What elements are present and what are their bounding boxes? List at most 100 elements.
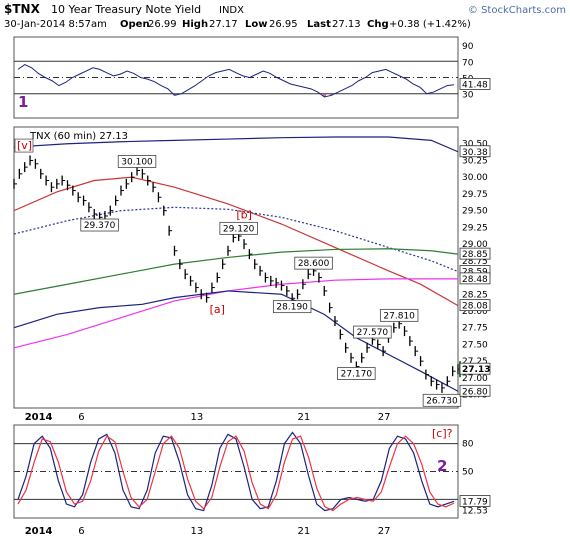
price-callout-box [379,308,419,322]
wave-label-1: 1 [18,93,28,111]
rsi-line [17,63,455,98]
chg-label: Chg [367,19,389,30]
price-tag-label: 28.08 [462,302,488,312]
price-tag-label: 30.38 [462,148,488,158]
price-tick-label: 28.00 [462,307,488,317]
price-tag-box [459,299,491,312]
wave-label-2: 2 [437,457,447,475]
stoch-tick-label: 80 [462,440,474,450]
stoch-last-tag: 17.79 [462,497,488,507]
chg-value: +0.38 (+1.42%) [389,19,471,30]
price-callout-label: 30.100 [121,157,153,167]
low-value: 26.95 [269,19,298,30]
price-tick-label: 27.50 [462,340,488,350]
low-label: Low [245,19,267,30]
rsi-last-tag-box [459,78,491,90]
x-tick-label: 13 [191,412,204,423]
moving-average-0 [13,136,459,153]
price-tag-box [459,145,491,158]
price-tag-box [459,247,491,260]
price-panel-title: TNX (60 min) 27.13 [29,131,128,142]
price-callout-box [422,393,462,407]
price-panel: TNX (60 min) 27.13[v] 30.100 29.370 29.120 [… [13,126,491,409]
rsi-panel: 9070503041.481 [13,36,491,119]
wave-label-c: [c]? [432,427,453,440]
price-callout-label: 29.370 [84,221,116,231]
chart-name: 10 Year Treasury Note Yield [51,3,201,16]
stochastic-line-1 [17,435,455,512]
price-callout-box [219,221,258,235]
price-callout-label: 28.600 [298,259,330,269]
x-tick-label: 21 [298,412,311,423]
rsi-tick-label: 90 [462,42,474,52]
stockcharts-watermark: © StockCharts.com [468,5,566,16]
price-tag-box [459,384,491,397]
price-callout-box [294,256,333,270]
rsi-last-tag: 41.48 [462,80,488,90]
x-tick-label: 2014 [25,526,53,537]
x-axis-price: 2014 6 13 21 27 [25,412,391,423]
price-callout-label: 27.570 [357,328,389,338]
stoch-tick-label: 50 [462,468,474,478]
moving-average-2 [13,206,459,273]
price-callout-box [353,325,392,339]
quote-line: 30-Jan-2014 8:57am Open 26.99 High 27.17… [4,19,471,30]
moving-average-3 [13,248,459,295]
price-callout-box [272,300,312,314]
x-tick-label: 2014 [25,412,53,423]
stoch-last-tag-2: 12.53 [462,506,488,516]
price-callout-label: 29.120 [223,224,255,234]
price-tag-label: 26.80 [462,387,488,397]
x-tick-label: 6 [78,526,84,537]
quote-date: 30-Jan-2014 8:57am [4,19,107,30]
price-tick-label: 27.00 [462,374,488,384]
wave-label: [b] [236,209,252,222]
x-tick-label: 27 [378,526,391,537]
last-label: Last [307,19,331,30]
price-callout-box [80,218,119,232]
price-callout-label: 26.730 [426,396,458,406]
wave-box [14,138,34,153]
price-tag-label: 27.13 [462,365,490,375]
price-tick-label: 27.75 [462,324,488,334]
x-tick-label: 27 [378,412,391,423]
x-tick-label: 13 [191,526,204,537]
price-tag-box [459,362,491,375]
price-tag-label: 28.85 [462,250,488,260]
price-tick-label: 29.75 [462,190,488,200]
price-tag-box [459,272,491,285]
x-tick-label: 6 [78,412,84,423]
price-callout-label: 27.810 [383,311,415,321]
wave-label: [a] [210,303,225,316]
price-tick-label: 29.00 [462,240,488,250]
price-callout-box [117,155,157,168]
price-callout-label: 27.170 [341,370,373,380]
price-tick-label: 27.25 [462,357,488,367]
x-axis-stochastic: 2014 6 13 21 27 [25,526,391,537]
chart-exchange: INDX [219,5,244,16]
rsi-tick-label: 30 [462,91,474,101]
price-tick-label: 29.50 [462,207,488,217]
high-label: High [182,19,208,30]
moving-average-1 [13,176,459,307]
last-value: 27.13 [332,19,361,30]
price-tick-label: 30.25 [462,156,488,166]
moving-average-5 [13,290,459,392]
high-value: 27.17 [209,19,238,30]
price-tick-label: 30.50 [462,140,488,150]
price-frame [13,126,459,409]
price-tag-label: 28.48 [462,275,488,285]
price-tick-label: 28.25 [462,290,488,300]
stoch-tag-box [459,495,491,507]
open-value: 26.99 [148,19,177,30]
x-tick-label: 21 [298,526,311,537]
wave-label: [v] [17,139,32,152]
price-callout-box [337,367,376,380]
open-label: Open [120,19,150,30]
price-tick-label: 29.25 [462,223,488,233]
chart-symbol: $TNX [4,2,41,16]
price-tick-label: 30.00 [462,173,488,183]
price-callout-label: 28.190 [276,303,308,313]
